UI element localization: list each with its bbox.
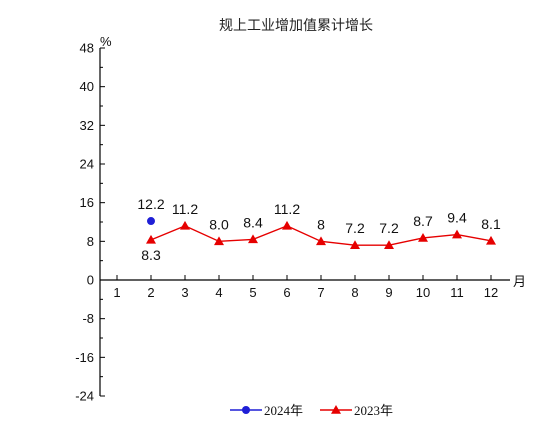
data-label: 8.7 — [413, 213, 433, 229]
x-tick-label: 12 — [484, 285, 498, 300]
legend: 2024年 2023年 — [230, 403, 393, 418]
x-tick-label: 4 — [215, 285, 222, 300]
y-axis-unit: % — [100, 34, 112, 49]
data-label: 9.4 — [447, 210, 467, 226]
legend-label: 2023年 — [354, 403, 393, 418]
series-point-2023年 — [146, 234, 156, 244]
y-tick-label: 0 — [87, 273, 94, 288]
x-tick-label: 10 — [416, 285, 430, 300]
legend-marker — [242, 406, 250, 414]
x-tick-label: 1 — [113, 285, 120, 300]
y-tick-label: -24 — [75, 389, 94, 404]
series-point-2023年 — [350, 240, 360, 249]
x-axis-unit: 月 — [513, 274, 526, 289]
data-label: 7.2 — [379, 220, 399, 236]
series-point-2023年 — [316, 236, 326, 246]
legend-marker — [331, 405, 341, 414]
data-label: 8.1 — [481, 216, 501, 232]
x-tick-label: 2 — [147, 285, 154, 300]
series-point-2023年 — [248, 234, 258, 244]
series-layer — [146, 217, 496, 249]
x-tick-label: 9 — [385, 285, 392, 300]
data-labels: 12.2 8.3 11.2 8.0 8.4 11.2 8 7.2 7.2 8.7 9.4 8.1 — [137, 196, 501, 263]
data-label: 8.4 — [243, 214, 263, 230]
y-tick-label: -16 — [75, 350, 94, 365]
series-point-2023年 — [418, 232, 428, 242]
y-tick-label: 8 — [87, 234, 94, 249]
series-point-2024年 — [147, 217, 155, 226]
data-label: 8.0 — [209, 216, 229, 232]
y-tick-label: -8 — [82, 311, 94, 326]
x-tick-label: 3 — [181, 285, 188, 300]
x-tick-label: 7 — [317, 285, 324, 300]
data-label: 12.2 — [137, 196, 164, 212]
chart-title: 规上工业增加值累计增长 — [219, 18, 373, 34]
y-tick-label: 32 — [80, 118, 94, 133]
y-tick-label: 16 — [80, 195, 94, 210]
data-label: 11.2 — [274, 201, 300, 217]
data-label: 11.2 — [172, 201, 198, 217]
x-tick-label: 6 — [283, 285, 290, 300]
series-point-2023年 — [452, 229, 462, 239]
y-tick-label: 40 — [80, 79, 94, 94]
x-tick-label: 11 — [450, 285, 464, 300]
data-label: 8.3 — [141, 247, 161, 263]
data-label: 7.2 — [345, 220, 365, 236]
series-point-2023年 — [214, 236, 224, 246]
series-point-2023年 — [282, 220, 292, 230]
x-tick-label: 5 — [249, 285, 256, 300]
x-tick-label: 8 — [351, 285, 358, 300]
y-tick-label: 24 — [80, 157, 94, 172]
series-point-2023年 — [486, 235, 496, 245]
legend-label: 2024年 — [264, 403, 303, 418]
series-point-2023年 — [180, 220, 190, 230]
data-label: 8 — [317, 216, 325, 232]
series-point-2023年 — [384, 240, 394, 249]
y-tick-label: 48 — [80, 41, 94, 56]
